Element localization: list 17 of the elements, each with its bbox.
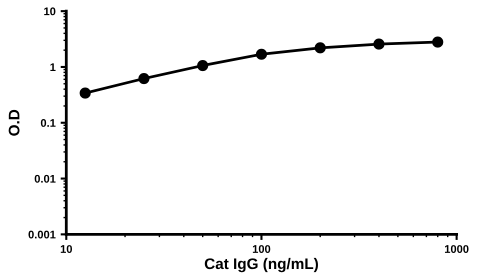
x-tick-label: 1000 [444,245,469,253]
point [256,48,268,60]
y-axis-title: O.D [8,110,20,136]
point [314,42,326,54]
x-tick-label: 100 [252,245,270,253]
point [197,60,208,72]
y-tick-label: 10 [44,7,56,16]
x-axis-title: Cat IgG (ng/mL) [204,258,318,272]
x-tick-label: 10 [60,245,72,253]
y-tick-label: 0.01 [34,174,56,183]
point [373,38,385,50]
y-tick-label: 0.001 [28,230,56,238]
y-tick-label: 0.1 [40,119,56,127]
y-tick-label: 1 [50,63,56,71]
point [138,72,150,84]
point [80,88,91,99]
point [432,36,444,48]
